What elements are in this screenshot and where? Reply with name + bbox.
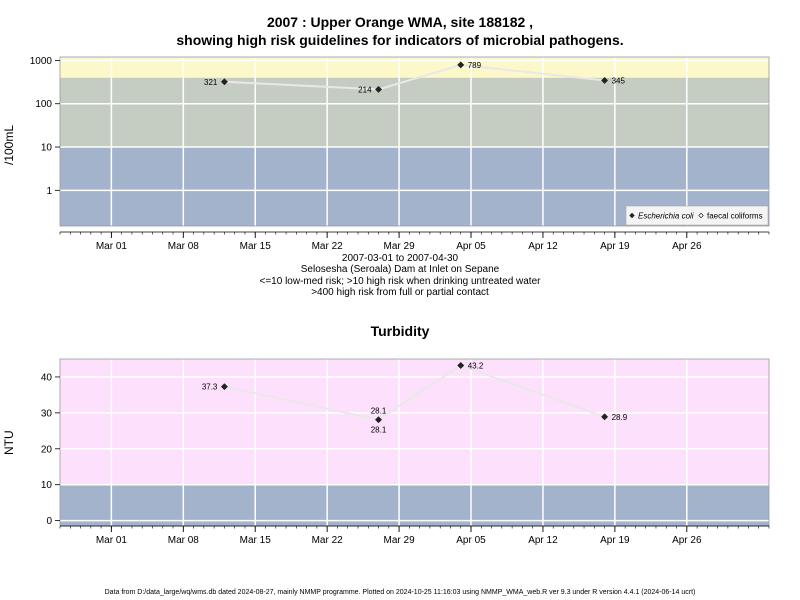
x-tick-label-3: Mar 22 [312,535,344,546]
subtitle-site: Selosesha (Seroala) Dam at Inlet on Sepa… [300,264,500,275]
data-point-marker [601,413,609,421]
y-tick-label-4: 40 [41,372,53,383]
x-tick-label-7: Apr 19 [600,535,630,546]
x-tick-label-1: Mar 08 [168,535,200,546]
x-tick-label-8: Apr 26 [672,535,702,546]
legend-label-0: Escherichia coli [638,212,694,221]
data-point-label: 789 [468,61,482,70]
data-point-marker [601,76,609,84]
subtitle-range: 2007-03-01 to 2007-04-30 [341,253,459,264]
chart-title-line2: showing high risk guidelines for indicat… [176,32,624,48]
turbidity-title: Turbidity [370,323,430,339]
data-point-marker [457,361,465,370]
y-tick-label-1: 10 [41,480,53,491]
data-point-label: 43.2 [468,361,484,370]
ecoli-panel: 1 10 100 1000 Mar 01 Mar 08 Mar 15 Mar 22 Mar 29… [30,56,770,252]
data-point-marker [457,61,465,69]
legend-label-1: faecal coliforms [707,212,763,221]
x-tick-label-5: Apr 05 [456,535,486,546]
data-point-marker [374,416,383,424]
data-point-label: 28.1 [371,407,387,416]
data-point-label: 321 [204,78,218,87]
y-tick-label-0: 0 [46,516,52,527]
y-tick-label-3: 30 [41,408,53,419]
footer-note: Data from D:/data_large/wq/wms.db dated … [104,589,696,596]
y-tick-label-3: 1000 [30,56,53,67]
x-tick-label-6: Apr 12 [528,535,558,546]
data-point-label: 345 [612,76,626,85]
x-tick-label-1: Mar 08 [168,241,200,252]
legend-marker-1 [698,212,704,219]
x-tick-label-4: Mar 29 [384,535,416,546]
subtitle-risk-contact: >400 high risk from full or partial cont… [311,287,489,298]
data-point-label: 37.3 [202,383,218,392]
x-tick-label-8: Apr 26 [672,241,702,252]
y-tick-label-1: 10 [41,143,53,154]
turbidity-panel: 0 10 20 30 40 Mar 01 Mar 08 Mar 15 Mar 22 Mar 29 A… [41,358,770,546]
x-tick-label-3: Mar 22 [312,241,344,252]
series-line [224,364,605,421]
subtitle-risk-drinking: <=10 low-med risk; >10 high risk when dr… [259,276,541,287]
y-tick-label-2: 100 [35,99,52,110]
x-tick-label-4: Mar 29 [384,241,416,252]
data-point-label: 28.1 [371,426,387,435]
chart-title-line1: 2007 : Upper Orange WMA, site 188182 , [266,14,534,30]
x-tick-label-6: Apr 12 [528,241,558,252]
plot-border [59,56,770,227]
data-point-marker [220,78,228,86]
x-tick-label-2: Mar 15 [240,535,272,546]
risk-band-1 [60,359,769,485]
legend-box [625,205,769,226]
series-line [224,63,605,91]
data-point-marker [374,85,383,93]
y-tick-label-2: 20 [41,444,53,455]
data-point-label: 214 [358,85,372,94]
data-point-label: 28.9 [612,413,628,422]
data-point-marker [220,383,228,391]
legend-marker-0 [629,212,635,219]
x-tick-label-2: Mar 15 [240,241,272,252]
x-tick-label-0: Mar 01 [96,535,128,546]
risk-band-1 [60,77,769,148]
turbidity-y-axis-label: NTU [2,430,16,455]
risk-band-2 [60,57,769,78]
ecoli-y-axis-label: /100mL [2,124,16,165]
risk-band-0 [60,484,769,526]
x-tick-label-0: Mar 01 [96,241,128,252]
x-tick-label-7: Apr 19 [600,241,630,252]
x-tick-label-5: Apr 05 [456,241,486,252]
y-tick-label-0: 1 [46,186,52,197]
